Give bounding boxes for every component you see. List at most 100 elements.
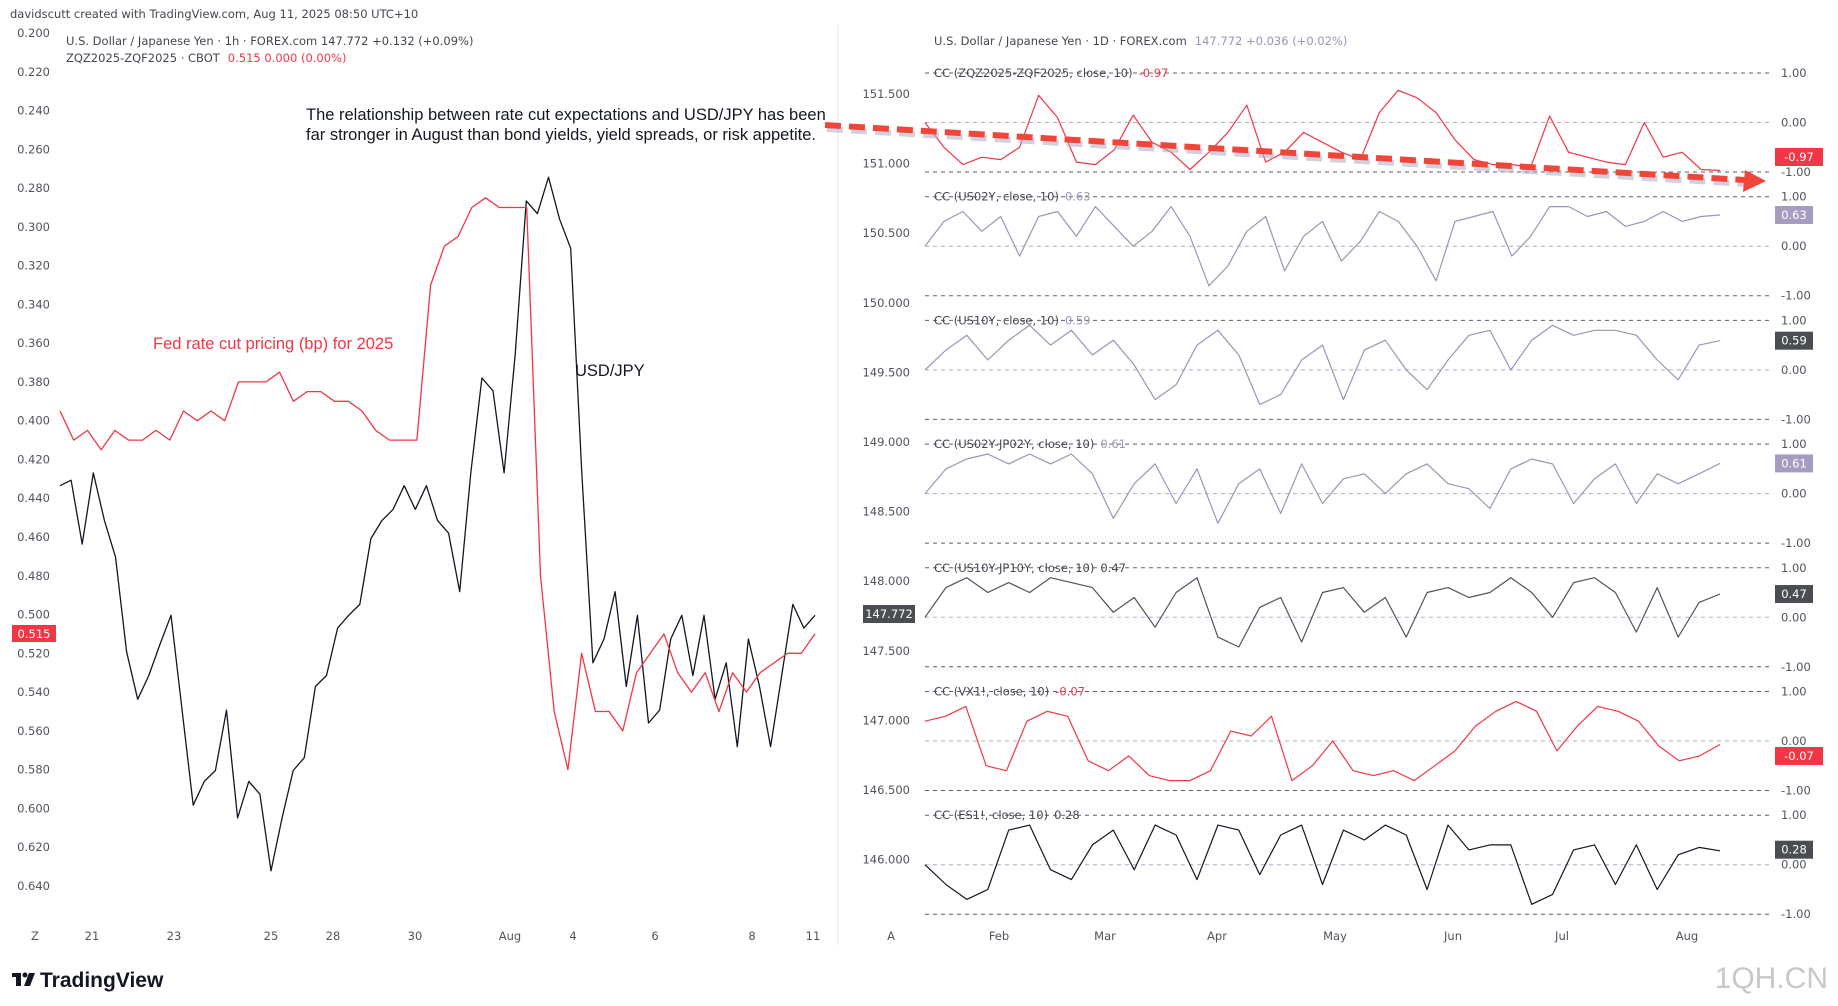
right-chart[interactable]: U.S. Dollar / Japanese Yen · 1D · FOREX.… [824, 34, 1823, 943]
cc-line [924, 89, 1721, 172]
right-legend-values: 147.772 +0.036 (+0.02%) [1195, 34, 1348, 48]
pane-title-value: 0.61 [1100, 437, 1126, 451]
right-price-axis[interactable]: 151.500 151.000 150.500 150.000 149.500 149.0… [862, 87, 910, 867]
indicator-panes: 1.00 0.00 -1.00 CC (ZQZ2025-ZQF2025, close,… [924, 66, 1823, 921]
fed-pricing-line [59, 197, 816, 771]
left-x-tick: 23 [167, 929, 182, 943]
annotation-line1: The relationship between rate cut expect… [306, 106, 826, 124]
left-legend-line1: U.S. Dollar / Japanese Yen · 1h · FOREX.… [66, 34, 473, 48]
left-y-tick: 0.540 [17, 685, 50, 699]
fed-last-value-text: 0.515 [18, 627, 51, 641]
pane-value-badge-text: 0.61 [1781, 456, 1807, 470]
left-y-tick: 0.360 [17, 336, 50, 350]
price-tick: 146.000 [862, 853, 910, 867]
left-x-tick: 21 [85, 929, 100, 943]
price-badge [863, 605, 915, 623]
pane-tick: 1.00 [1781, 808, 1807, 822]
left-y-tick: 0.200 [17, 26, 50, 40]
cc-line [924, 206, 1721, 287]
cc-line [924, 577, 1721, 648]
pane-title-name: CC (ES1!, close, 10) [934, 808, 1048, 822]
tradingview-logo[interactable]: TradingView [12, 969, 164, 992]
left-chart[interactable]: 0.200 0.220 0.240 0.260 0.280 0.300 0.320 0.340… [12, 25, 839, 945]
cc-line [924, 824, 1721, 905]
indicator-pane: 1.00 0.00 -1.00 CC (US02Y-JP02Y, close, 10)… [924, 437, 1813, 550]
left-y-tick: 0.480 [17, 569, 50, 583]
left-x-tick: 30 [408, 929, 423, 943]
left-x-tick: 11 [806, 929, 821, 943]
left-y-tick: 0.380 [17, 375, 50, 389]
left-y-axis[interactable]: 0.200 0.220 0.240 0.260 0.280 0.300 0.320 0.340… [17, 26, 50, 893]
pane-value-badge-text: -0.97 [1784, 150, 1814, 164]
pane-tick: 1.00 [1781, 685, 1807, 699]
left-y-tick: 0.460 [17, 530, 50, 544]
pane-value-badge-text: 0.63 [1781, 208, 1807, 222]
fed-pricing-label: Fed rate cut pricing (bp) for 2025 [153, 335, 393, 353]
indicator-pane: 1.00 0.00 -1.00 CC (US02Y, close, 10) 0.63 0.… [924, 190, 1813, 303]
annotation-line2: far stronger in August than bond yields,… [306, 126, 816, 144]
left-y-tick: 0.560 [17, 724, 50, 738]
left-y-tick: 0.500 [17, 608, 50, 622]
pane-value-badge-text: -0.07 [1784, 749, 1814, 763]
indicator-pane: 1.00 0.00 -1.00 CC (ES1!, close, 10) 0.28 0.2… [924, 808, 1813, 921]
left-x-tick: Aug [499, 929, 521, 943]
pane-title-name: CC (US10Y, close, 10) [934, 313, 1059, 327]
pane-tick: 0.00 [1781, 858, 1807, 872]
price-tick: 147.000 [862, 713, 910, 727]
pane-tick: -1.00 [1781, 165, 1811, 179]
pane-title: CC (VX1!, close, 10) -0.07 [934, 685, 1085, 699]
pane-value-badge [1775, 840, 1813, 859]
price-tick: 149.000 [862, 435, 910, 449]
pane-title: CC (ES1!, close, 10) 0.28 [934, 808, 1080, 822]
pane-value-badge-text: 0.47 [1781, 587, 1807, 601]
left-y-tick: 0.620 [17, 840, 50, 854]
pane-title-name: CC (VX1!, close, 10) [934, 685, 1049, 699]
left-y-tick: 0.400 [17, 414, 50, 428]
pane-value-badge [1775, 585, 1813, 604]
pane-tick: 1.00 [1781, 437, 1807, 451]
left-y-tick: 0.580 [17, 763, 50, 777]
left-x-axis[interactable]: Z 21 23 25 28 30 Aug 4 6 8 11 [31, 929, 820, 943]
left-x-tick: 28 [326, 929, 341, 943]
pane-title-value: -0.07 [1055, 685, 1085, 699]
pane-title-name: CC (US02Y, close, 10) [934, 190, 1059, 204]
right-x-tick: Apr [1207, 929, 1227, 943]
watermark: 1QH.CN [1715, 962, 1828, 995]
left-y-tick: 0.520 [17, 646, 50, 660]
left-y-tick: 0.320 [17, 259, 50, 273]
pane-title: CC (US10Y-JP10Y, close, 10) 0.47 [934, 561, 1126, 575]
usdjpy-line [59, 176, 816, 872]
left-y-tick: 0.280 [17, 181, 50, 195]
left-y-tick: 0.240 [17, 104, 50, 118]
pane-tick: 1.00 [1781, 313, 1807, 327]
left-legend-values: 0.515 0.000 (0.00%) [228, 51, 347, 65]
pane-value-badge-text: 0.59 [1781, 334, 1807, 348]
left-x-tick: Z [31, 929, 39, 943]
pane-title: CC (US02Y, close, 10) 0.63 [934, 190, 1091, 204]
right-x-tick: Mar [1094, 929, 1116, 943]
pane-title-value: -0.97 [1139, 66, 1169, 80]
trend-arrow [824, 122, 1766, 192]
pane-title-name: CC (ZQZ2025-ZQF2025, close, 10) [934, 66, 1133, 80]
left-x-tick: 8 [748, 929, 755, 943]
left-y-tick: 0.600 [17, 801, 50, 815]
pane-tick: 0.00 [1781, 116, 1807, 130]
pane-title: CC (US02Y-JP02Y, close, 10) 0.61 [934, 437, 1126, 451]
credit-line: davidscutt created with TradingView.com,… [10, 7, 418, 21]
price-tick: 146.500 [862, 783, 910, 797]
right-x-axis[interactable]: A Feb Mar Apr May Jun Jul Aug [887, 929, 1698, 943]
usdjpy-label: USD/JPY [575, 362, 645, 380]
pane-title-value: 0.63 [1065, 190, 1091, 204]
price-tick: 150.000 [862, 296, 910, 310]
right-x-tick: Feb [989, 929, 1009, 943]
pane-tick: -1.00 [1781, 412, 1811, 426]
pane-tick: 1.00 [1781, 66, 1807, 80]
right-x-tick: Jul [1554, 929, 1569, 943]
left-y-tick: 0.260 [17, 142, 50, 156]
price-tick: 151.000 [862, 157, 910, 171]
left-y-tick: 0.340 [17, 297, 50, 311]
pane-tick: -1.00 [1781, 536, 1811, 550]
price-tick: 150.500 [862, 226, 910, 240]
pane-value-badge [1775, 454, 1813, 473]
